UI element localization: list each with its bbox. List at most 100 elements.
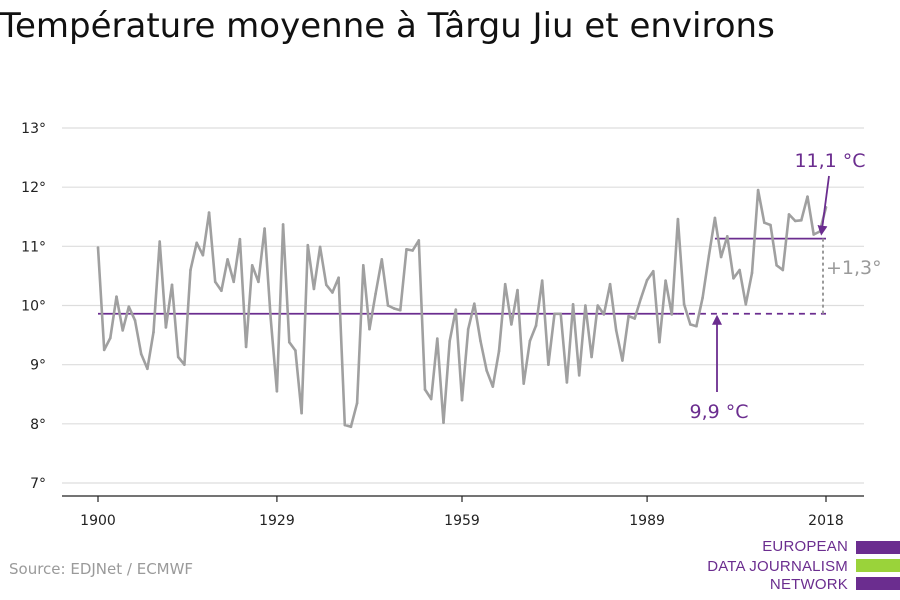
logo-bar-purple-bottom — [856, 577, 900, 590]
source-note: Source: EDJNet / ECMWF — [9, 560, 194, 578]
data-point — [812, 233, 815, 236]
y-tick-label: 11° — [21, 239, 46, 255]
data-point — [559, 312, 563, 316]
data-point — [701, 296, 704, 300]
annotation-baseline-average: 9,9 °C — [689, 401, 748, 423]
data-point — [275, 389, 279, 393]
data-point — [318, 245, 322, 249]
logo-line-network: NETWORK — [769, 576, 848, 593]
data-point — [250, 263, 254, 267]
data-point — [528, 339, 532, 343]
data-point — [485, 369, 488, 372]
annotation-difference: +1,3° — [826, 257, 882, 279]
chart-title: Température moyenne à Târgu Jiu et envir… — [0, 6, 775, 46]
data-point — [479, 339, 482, 343]
data-point — [639, 297, 643, 300]
data-point — [139, 352, 143, 356]
data-point — [460, 398, 464, 402]
data-point — [207, 211, 211, 214]
data-point — [170, 283, 174, 287]
data-point — [497, 349, 501, 353]
data-point — [553, 312, 556, 316]
data-point — [337, 276, 340, 279]
data-point — [540, 279, 544, 282]
data-point — [361, 263, 365, 267]
x-tick-label: 1959 — [444, 513, 480, 529]
data-point — [189, 268, 192, 272]
data-point — [670, 313, 674, 316]
data-point — [775, 263, 778, 267]
x-tick-label: 2018 — [808, 513, 844, 529]
data-point — [324, 283, 328, 287]
annotations: 11,1 °C 9,9 °C +1,3° — [689, 150, 881, 423]
data-point — [269, 317, 273, 320]
data-point — [658, 340, 661, 344]
data-point — [368, 327, 371, 331]
data-point — [183, 363, 186, 366]
data-point — [750, 271, 754, 275]
data-point — [380, 258, 384, 261]
x-tick-label: 1989 — [629, 513, 665, 529]
data-point — [152, 330, 155, 334]
data-point — [596, 304, 600, 307]
data-point — [281, 223, 285, 226]
data-point — [503, 282, 507, 286]
data-point — [213, 280, 217, 284]
data-point — [133, 318, 137, 322]
edjnet-logo[interactable]: EUROPEAN DATA JOURNALISM NETWORK — [700, 538, 900, 598]
logo-bar-green — [856, 559, 900, 572]
data-point — [164, 326, 168, 329]
data-point — [392, 307, 396, 310]
annotation-recent-average: 11,1 °C — [794, 150, 865, 172]
data-point — [429, 397, 433, 401]
data-point — [312, 287, 316, 291]
data-point — [651, 269, 655, 273]
data-point — [763, 221, 766, 224]
data-point — [793, 219, 797, 223]
data-point — [115, 295, 118, 298]
y-axis: 7° 8° 9° 10° 11° 12° 13° — [21, 121, 46, 492]
data-point — [257, 280, 260, 284]
data-point — [565, 381, 569, 384]
data-point — [343, 423, 347, 427]
data-point — [436, 337, 439, 340]
data-point — [695, 324, 698, 328]
logo-line-european: EUROPEAN — [762, 538, 848, 555]
data-point — [707, 255, 711, 258]
data-point — [374, 292, 377, 295]
data-point — [442, 421, 445, 424]
data-point — [510, 323, 513, 326]
data-point — [127, 305, 131, 308]
data-point — [725, 234, 729, 238]
data-point — [547, 363, 550, 366]
arrow-recent-average — [817, 175, 830, 236]
data-point — [263, 227, 266, 230]
data-point — [176, 355, 180, 359]
data-point — [738, 268, 741, 272]
data-point — [306, 243, 310, 247]
data-point — [399, 308, 402, 312]
x-tick-label: 1929 — [259, 513, 295, 529]
data-point — [818, 230, 822, 233]
y-tick-label: 12° — [21, 180, 46, 196]
data-point — [614, 329, 618, 332]
data-point — [226, 258, 229, 261]
data-point — [146, 367, 149, 371]
data-point — [491, 385, 495, 388]
data-point — [158, 240, 161, 243]
data-point — [516, 288, 519, 292]
data-point — [102, 348, 106, 352]
data-point — [244, 345, 248, 349]
data-point — [584, 304, 587, 307]
data-point — [405, 247, 408, 251]
logo-line-data-journalism: DATA JOURNALISM — [707, 558, 848, 575]
data-point — [732, 276, 735, 280]
data-point — [787, 213, 791, 216]
data-point — [220, 289, 223, 293]
data-point — [608, 282, 612, 286]
data-point — [769, 223, 772, 227]
y-tick-label: 9° — [30, 358, 46, 374]
data-point — [386, 304, 390, 307]
data-point — [664, 279, 667, 282]
